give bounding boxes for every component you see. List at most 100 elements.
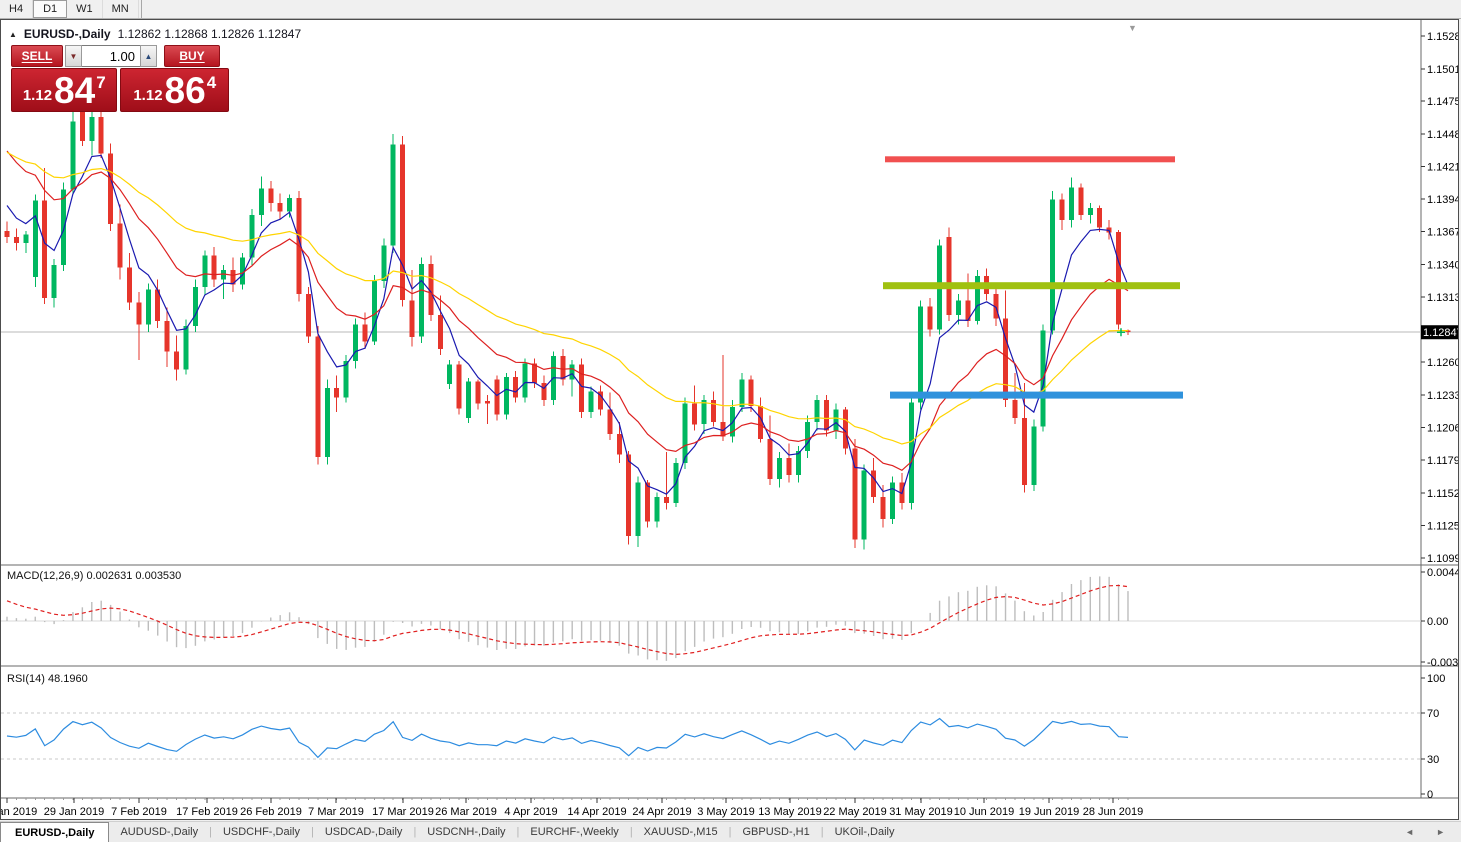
date-tick-label: 17 Feb 2019 [176, 806, 238, 818]
chart-symbol-label: EURUSD-,Daily [23, 27, 111, 41]
buy-button[interactable]: BUY [164, 45, 220, 67]
macd-tick-label: 0.00 [1427, 616, 1448, 628]
chart-tab-eurchf-weekly[interactable]: EURCHF-,Weekly [530, 826, 619, 838]
current-price-badge [1421, 325, 1458, 340]
volume-input[interactable] [82, 45, 140, 67]
price-tick-label: 1.13405 [1427, 259, 1458, 271]
buy-price-display[interactable]: 1.12 86 4 [119, 68, 229, 112]
chart-title: ▲ EURUSD-,Daily 1.12862 1.12868 1.12826 … [9, 27, 301, 41]
price-tick-label: 1.11795 [1427, 455, 1458, 467]
timeframe-button-h4[interactable]: H4 [0, 0, 34, 18]
tab-separator: | [820, 826, 824, 838]
moving-average-ema-mid [6, 150, 1129, 472]
date-tick-label: 20 Jan 2019 [1, 806, 37, 818]
tab-separator: | [516, 826, 520, 838]
price-tick-label: 1.15285 [1427, 31, 1458, 43]
tabs-scroll-left-icon[interactable]: ◄ [1405, 827, 1415, 837]
sell-button[interactable]: SELL [11, 45, 63, 67]
chart-tab-bar: EURUSD-,Daily AUDUSD-,Daily | USDCHF-,Daily… [0, 821, 1461, 842]
price-tick-label: 1.10990 [1427, 553, 1458, 565]
date-tick-label: 24 Apr 2019 [632, 806, 691, 818]
chart-tab-gbpusd-h1[interactable]: GBPUSD-,H1 [742, 826, 810, 838]
chart-tab-usdcnh-daily[interactable]: USDCNH-,Daily [427, 826, 506, 838]
timeframe-button-w1[interactable]: W1 [67, 0, 103, 18]
price-tick-label: 1.14210 [1427, 162, 1458, 174]
price-tick-label: 1.14480 [1427, 129, 1458, 141]
date-tick-label: 13 May 2019 [758, 806, 822, 818]
date-tick-label: 14 Apr 2019 [567, 806, 626, 818]
macd-tick-label: -0.003715 [1427, 657, 1458, 669]
tab-separator: | [413, 826, 417, 838]
trade-panel-controls: SELL ▼ ▲ BUY [11, 45, 229, 67]
collapse-arrow-icon[interactable]: ▲ [9, 29, 17, 39]
price-tick-label: 1.11525 [1427, 488, 1458, 500]
date-tick-label: 29 Jan 2019 [44, 806, 105, 818]
hline-mid-support [883, 282, 1180, 290]
chart-tabs: EURUSD-,Daily AUDUSD-,Daily | USDCHF-,Daily… [0, 822, 906, 842]
tab-separator: | [629, 826, 633, 838]
rsi-tick-label: 100 [1427, 673, 1445, 685]
timeframe-toolbar: H4 D1 W1 MN [0, 0, 1461, 19]
tabs-scroll-right-icon[interactable]: ► [1436, 827, 1445, 837]
tab-separator: | [209, 826, 212, 838]
price-chart-canvas[interactable]: 1.15285 1.15015 1.14750 1.14480 1.14210 1.139… [1, 20, 1458, 819]
buy-price-pip: 4 [206, 73, 217, 92]
chart-window: 1.15285 1.15015 1.14750 1.14480 1.14210 1.139… [0, 19, 1459, 820]
price-tick-label: 1.13135 [1427, 292, 1458, 304]
chart-tab-ukoil-daily[interactable]: UKOil-,Daily [834, 826, 895, 838]
chart-tab-xauusd-m15[interactable]: XAUUSD-,M15 [643, 826, 718, 838]
price-tick-label: 1.11255 [1427, 521, 1458, 533]
rsi-tick-label: 0 [1427, 789, 1433, 801]
macd-indicator-label: MACD(12,26,9) 0.002631 0.003530 [7, 570, 182, 582]
volume-decrease-button[interactable]: ▼ [65, 45, 82, 67]
buy-price-main: 86 [164, 70, 206, 111]
hline-resistance [885, 156, 1175, 163]
price-tick-label: 1.12330 [1427, 390, 1458, 402]
buy-price-prefix: 1.12 [133, 87, 163, 104]
price-tick-label: 1.14750 [1427, 96, 1458, 108]
sell-price-prefix: 1.12 [22, 87, 53, 104]
rsi-tick-label: 70 [1427, 708, 1439, 720]
price-tick-label: 1.13675 [1427, 227, 1458, 239]
macd-tick-label: 0.004465 [1427, 567, 1458, 579]
date-axis [6, 798, 1129, 800]
rsi-indicator-label: RSI(14) 48.1960 [7, 673, 88, 685]
sell-price-pip: 7 [96, 73, 106, 92]
rsi-line [6, 717, 1129, 759]
tab-separator: | [310, 826, 314, 838]
sell-price-main: 84 [54, 70, 96, 111]
date-tick-label: 31 May 2019 [889, 806, 953, 818]
date-tick-label: 4 Apr 2019 [504, 806, 557, 818]
moving-average-ema-slow [6, 151, 1128, 445]
current-price-label: 1.12847 [1423, 327, 1458, 339]
date-tick-label: 26 Feb 2019 [240, 806, 302, 818]
chart-shift-marker-icon[interactable]: ▼ [1128, 23, 1137, 33]
price-tick-label: 1.12065 [1427, 422, 1458, 434]
chart-tab-eurusd-daily[interactable]: EURUSD-,Daily [0, 822, 110, 842]
macd-signal-line [6, 584, 1129, 656]
rsi-tick-label: 30 [1427, 754, 1439, 766]
one-click-trading-panel: SELL ▼ ▲ BUY 1.12 84 7 1.12 86 4 [11, 45, 229, 112]
timeframe-button-d1[interactable]: D1 [33, 0, 68, 18]
price-tick-label: 1.15015 [1427, 64, 1458, 76]
chart-tab-usdchf-daily[interactable]: USDCHF-,Daily [222, 826, 300, 838]
tab-scroll-buttons: ◄ ► [1405, 822, 1461, 842]
chart-tab-usdcad-daily[interactable]: USDCAD-,Daily [324, 826, 403, 838]
date-tick-label: 17 Mar 2019 [372, 806, 434, 818]
trade-panel-prices: 1.12 84 7 1.12 86 4 [11, 68, 229, 112]
date-tick-label: 28 Jun 2019 [1083, 806, 1144, 818]
volume-increase-button[interactable]: ▲ [140, 45, 157, 67]
chart-tab-audusd-daily[interactable]: AUDUSD-,Daily [120, 826, 199, 838]
price-tick-label: 1.12600 [1427, 357, 1458, 369]
tab-separator: | [728, 826, 732, 838]
timeframe-button-mn[interactable]: MN [103, 0, 139, 18]
sell-price-display[interactable]: 1.12 84 7 [11, 68, 117, 112]
candles-layer [4, 76, 1131, 550]
date-tick-label: 22 May 2019 [823, 806, 887, 818]
date-tick-label: 26 Mar 2019 [435, 806, 497, 818]
date-tick-label: 7 Mar 2019 [308, 806, 364, 818]
macd-histogram [6, 576, 1129, 661]
chart-ohlc-values: 1.12862 1.12868 1.12826 1.12847 [117, 27, 302, 41]
date-tick-label: 10 Jun 2019 [954, 806, 1015, 818]
hline-support [890, 391, 1183, 399]
